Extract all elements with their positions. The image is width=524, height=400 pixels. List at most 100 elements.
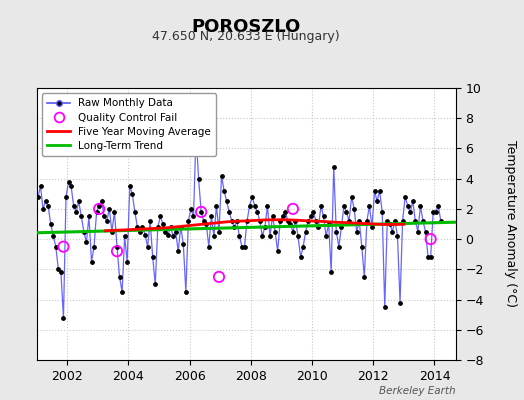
Point — [171, 228, 180, 235]
Point — [41, 198, 50, 204]
Point — [360, 274, 368, 280]
Point — [241, 244, 249, 250]
Point — [133, 224, 141, 230]
Point — [427, 254, 435, 260]
Point — [97, 198, 106, 204]
Point — [197, 209, 205, 215]
Point — [307, 213, 315, 220]
Point — [309, 209, 318, 215]
Point — [248, 194, 256, 200]
Point — [136, 228, 144, 235]
Point — [210, 233, 218, 239]
Point — [88, 258, 96, 265]
Point — [365, 203, 374, 209]
Point — [245, 203, 254, 209]
Point — [164, 231, 172, 238]
Point — [424, 254, 432, 260]
Point — [409, 198, 417, 204]
Point — [350, 206, 358, 212]
Point — [337, 224, 345, 230]
Point — [233, 218, 241, 224]
Point — [215, 228, 223, 235]
Point — [51, 244, 60, 250]
Point — [194, 176, 203, 182]
Point — [197, 209, 205, 215]
Point — [256, 218, 264, 224]
Point — [330, 163, 338, 170]
Point — [258, 233, 267, 239]
Point — [95, 203, 103, 209]
Point — [179, 240, 188, 247]
Point — [375, 188, 384, 194]
Point — [174, 248, 182, 254]
Point — [118, 289, 126, 295]
Point — [398, 218, 407, 224]
Point — [427, 236, 435, 242]
Point — [345, 218, 353, 224]
Point — [182, 289, 190, 295]
Point — [121, 233, 129, 239]
Point — [268, 213, 277, 220]
Text: Berkeley Earth: Berkeley Earth — [379, 386, 456, 396]
Point — [154, 224, 162, 230]
Point — [177, 224, 185, 230]
Point — [223, 198, 231, 204]
Point — [304, 218, 312, 224]
Point — [47, 221, 55, 227]
Point — [401, 194, 409, 200]
Point — [74, 198, 83, 204]
Point — [57, 269, 65, 276]
Point — [156, 213, 165, 220]
Point — [263, 203, 271, 209]
Point — [289, 206, 297, 212]
Point — [353, 228, 361, 235]
Point — [113, 244, 121, 250]
Point — [161, 228, 170, 235]
Point — [34, 194, 42, 200]
Point — [283, 218, 292, 224]
Point — [192, 130, 200, 136]
Point — [113, 248, 121, 254]
Point — [312, 218, 320, 224]
Point — [39, 206, 47, 212]
Text: POROSZLO: POROSZLO — [192, 18, 301, 36]
Point — [230, 224, 238, 230]
Point — [301, 228, 310, 235]
Point — [434, 203, 442, 209]
Text: 47.650 N, 20.633 E (Hungary): 47.650 N, 20.633 E (Hungary) — [152, 30, 340, 43]
Point — [322, 233, 330, 239]
Point — [217, 172, 226, 179]
Point — [335, 244, 343, 250]
Point — [279, 213, 287, 220]
Point — [141, 231, 149, 238]
Point — [202, 221, 211, 227]
Point — [227, 218, 236, 224]
Point — [413, 228, 422, 235]
Point — [110, 209, 118, 215]
Point — [151, 281, 159, 288]
Point — [403, 203, 412, 209]
Point — [386, 221, 394, 227]
Point — [363, 218, 371, 224]
Point — [394, 233, 402, 239]
Point — [105, 206, 114, 212]
Point — [95, 206, 103, 212]
Point — [391, 218, 399, 224]
Point — [238, 244, 246, 250]
Point — [82, 239, 91, 245]
Point — [80, 228, 88, 235]
Point — [429, 209, 438, 215]
Point — [276, 218, 285, 224]
Point — [253, 209, 261, 215]
Point — [347, 194, 356, 200]
Point — [314, 224, 323, 230]
Point — [204, 244, 213, 250]
Point — [207, 213, 215, 220]
Point — [144, 244, 152, 250]
Point — [436, 218, 445, 224]
Point — [396, 299, 404, 306]
Point — [54, 266, 62, 272]
Point — [432, 209, 440, 215]
Point — [332, 228, 341, 235]
Point — [115, 274, 124, 280]
